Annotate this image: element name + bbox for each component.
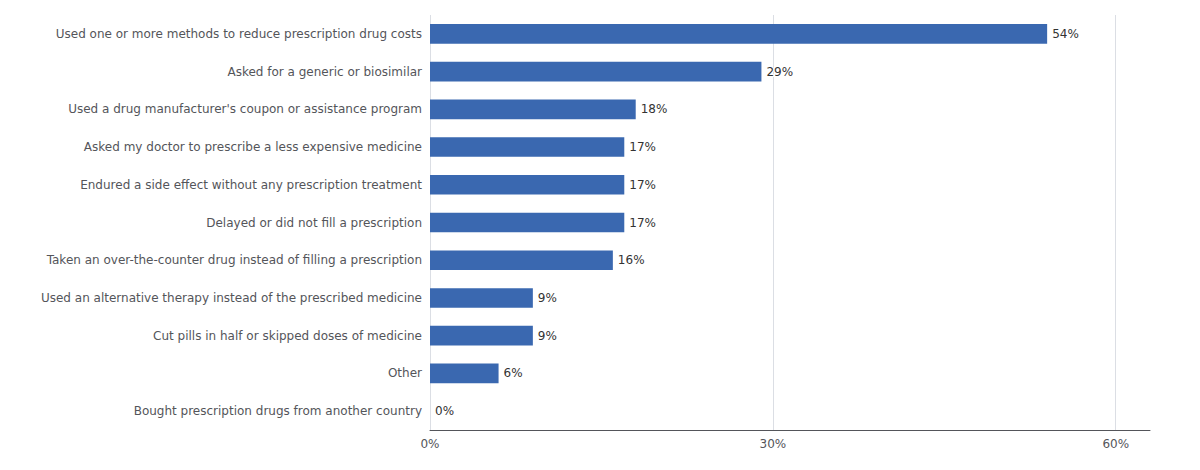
svg-text:Used an alternative therapy in: Used an alternative therapy instead of t… — [41, 291, 422, 305]
svg-text:Asked my doctor to prescribe a: Asked my doctor to prescribe a less expe… — [84, 140, 422, 154]
svg-text:Other: Other — [388, 366, 422, 380]
svg-text:17%: 17% — [629, 178, 656, 192]
svg-text:9%: 9% — [538, 329, 557, 343]
svg-text:Delayed or did not fill a pres: Delayed or did not fill a prescription — [206, 216, 422, 230]
svg-text:Used a drug manufacturer's cou: Used a drug manufacturer's coupon or ass… — [68, 102, 422, 116]
svg-text:18%: 18% — [641, 102, 668, 116]
svg-text:9%: 9% — [538, 291, 557, 305]
svg-text:17%: 17% — [629, 140, 656, 154]
svg-text:60%: 60% — [1102, 437, 1129, 451]
svg-text:6%: 6% — [504, 366, 523, 380]
svg-text:16%: 16% — [618, 253, 645, 267]
svg-text:29%: 29% — [766, 65, 793, 79]
svg-text:30%: 30% — [760, 437, 787, 451]
svg-text:Bought prescription drugs from: Bought prescription drugs from another c… — [134, 404, 422, 418]
svg-text:Endured a side effect without: Endured a side effect without any prescr… — [80, 178, 422, 192]
svg-text:Cut pills in half or skipped d: Cut pills in half or skipped doses of me… — [153, 329, 422, 343]
svg-text:Used one or more methods to re: Used one or more methods to reduce presc… — [56, 27, 422, 41]
svg-text:0%: 0% — [435, 404, 454, 418]
svg-text:0%: 0% — [420, 437, 439, 451]
svg-text:17%: 17% — [629, 216, 656, 230]
svg-text:Taken an over-the-counter drug: Taken an over-the-counter drug instead o… — [46, 253, 422, 267]
svg-text:54%: 54% — [1052, 27, 1079, 41]
svg-text:Asked for a generic or biosimi: Asked for a generic or biosimilar — [227, 65, 422, 79]
